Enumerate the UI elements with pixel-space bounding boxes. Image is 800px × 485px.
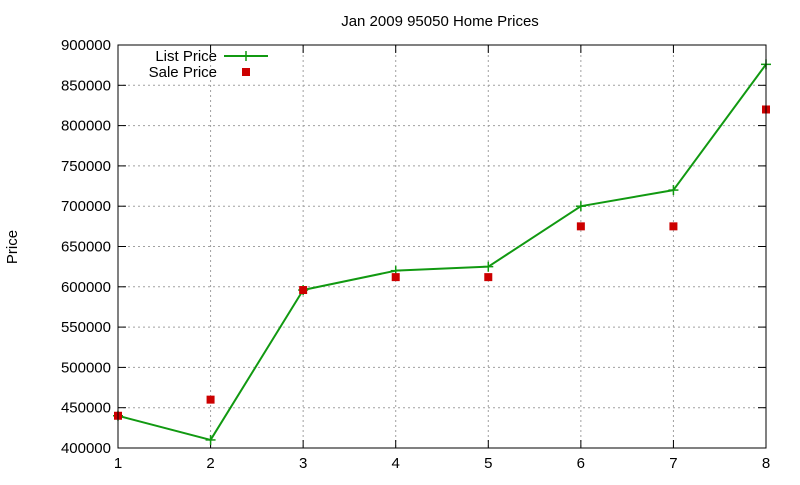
y-tick-label: 900000 [61, 37, 111, 54]
legend-item-sale-price: Sale Price [149, 64, 250, 81]
sale-price-point [576, 222, 585, 231]
grid-lines [118, 45, 766, 448]
y-tick-label: 450000 [61, 400, 111, 417]
y-tick-label: 400000 [61, 440, 111, 457]
x-tick-label: 4 [392, 455, 400, 472]
sale-price-point [206, 395, 215, 404]
sale-price-point [484, 273, 493, 282]
list-price-line [117, 63, 767, 441]
legend-label: List Price [155, 48, 217, 65]
y-tick-label: 750000 [61, 158, 111, 175]
x-tick-label: 2 [206, 455, 214, 472]
list-price-point [668, 185, 679, 196]
legend-plus-swatch [241, 51, 251, 61]
y-tick-label: 500000 [61, 359, 111, 376]
axis-ticks: 400000 450000 500000 550000 600000 650000 7000… [61, 37, 770, 472]
x-tick-label: 7 [669, 455, 677, 472]
x-tick-label: 5 [484, 455, 492, 472]
legend-label: Sale Price [149, 64, 217, 81]
y-tick-label: 650000 [61, 239, 111, 256]
legend-square-swatch [242, 68, 250, 76]
plot-frame [117, 44, 767, 449]
y-tick-label: 600000 [61, 279, 111, 296]
list-price-point [575, 201, 586, 212]
x-tick-label: 6 [577, 455, 585, 472]
series-layer [113, 59, 771, 445]
y-tick-label: 700000 [61, 198, 111, 215]
y-tick-label: 850000 [61, 77, 111, 94]
list-price-point [205, 434, 216, 445]
list-price-point [483, 261, 494, 272]
x-tick-label: 1 [114, 455, 122, 472]
y-tick-label: 800000 [61, 118, 111, 135]
legend-item-list-price: List Price [155, 48, 268, 65]
sale-price-point [669, 222, 678, 231]
x-tick-label: 3 [299, 455, 307, 472]
sale-price-point [391, 273, 400, 282]
sale-price-point [299, 286, 308, 295]
x-tick-label: 8 [762, 455, 770, 472]
y-tick-label: 550000 [61, 319, 111, 336]
y-axis-label: Price [4, 230, 21, 264]
chart-title: Jan 2009 95050 Home Prices [341, 13, 539, 30]
